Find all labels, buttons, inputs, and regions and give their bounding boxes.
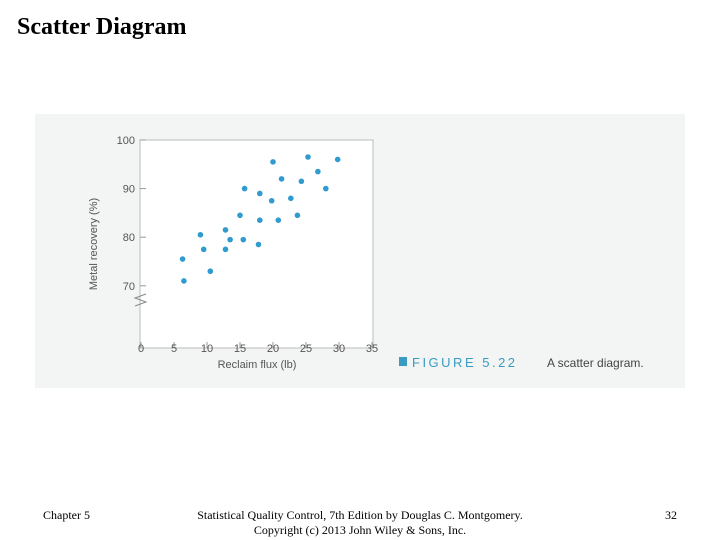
figure-label: FIGURE 5.22 <box>412 355 518 370</box>
figure-caption: A scatter diagram. <box>547 356 644 370</box>
slide-title: Scatter Diagram <box>17 14 187 40</box>
y-tick-label: 90 <box>123 184 135 196</box>
page-number: 32 <box>665 508 677 522</box>
scatter-point <box>207 268 214 275</box>
scatter-point <box>257 190 263 197</box>
footer-citation-line-1: Statistical Quality Control, 7th Edition… <box>197 508 523 522</box>
x-tick-label: 30 <box>333 343 345 355</box>
scatter-point <box>179 256 186 262</box>
scatter-point <box>268 197 275 204</box>
scatter-chart: 70 80 90 100 0 5 10 15 20 25 30 35 Metal recovery … <box>88 135 644 371</box>
scatter-point <box>294 212 301 219</box>
y-tick-label: 70 <box>123 281 135 293</box>
y-tick-label: 100 <box>117 135 135 147</box>
scatter-point <box>315 168 321 175</box>
x-tick-label: 25 <box>300 343 312 355</box>
footer-citation-line-2: Copyright (c) 2013 John Wiley & Sons, In… <box>253 523 467 537</box>
scatter-point <box>255 241 262 248</box>
figure-panel: 70 80 90 100 0 5 10 15 20 25 30 35 Metal recovery … <box>35 114 685 388</box>
scatter-point <box>241 185 248 192</box>
scatter-point <box>275 217 282 223</box>
scatter-point <box>305 154 311 160</box>
footer-citation: Statistical Quality Control, 7th Edition… <box>180 508 540 538</box>
footer-chapter: Chapter 5 <box>43 508 90 522</box>
figure-label-marker <box>399 357 407 366</box>
x-tick-label: 0 <box>138 343 144 355</box>
scatter-point <box>237 212 243 219</box>
scatter-point <box>197 231 204 238</box>
x-tick-label: 20 <box>267 343 279 355</box>
scatter-point <box>222 227 229 233</box>
scatter-point <box>288 195 294 202</box>
y-tick-label: 80 <box>123 232 135 244</box>
x-tick-label: 15 <box>234 343 246 355</box>
y-axis-label: Metal recovery (%) <box>88 198 100 290</box>
scatter-point <box>240 236 247 243</box>
x-tick-label: 10 <box>201 343 213 355</box>
scatter-point <box>200 246 207 253</box>
scatter-point <box>298 178 305 185</box>
scatter-point <box>181 278 187 284</box>
scatter-point <box>257 217 263 223</box>
scatter-point <box>270 159 276 165</box>
axis-break-mark <box>133 293 148 307</box>
x-tick-label: 35 <box>366 343 378 355</box>
scatter-point <box>278 176 285 182</box>
x-tick-label: 5 <box>171 343 177 355</box>
scatter-point <box>222 246 229 253</box>
scatter-point <box>227 236 233 243</box>
x-axis-label: Reclaim flux (lb) <box>218 359 297 371</box>
scatter-point <box>323 185 329 192</box>
scatter-point <box>334 156 341 163</box>
